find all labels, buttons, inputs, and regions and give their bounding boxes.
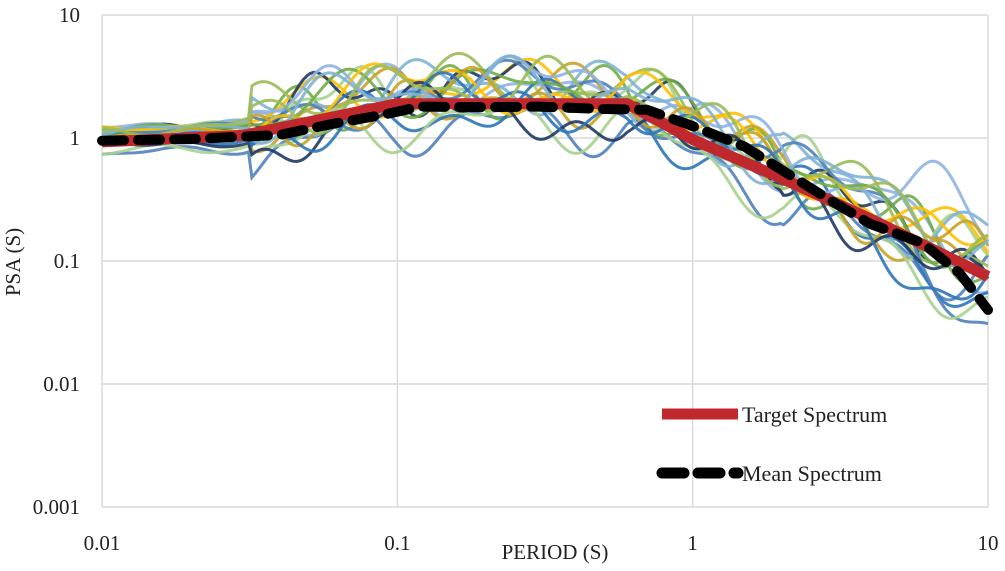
- y-axis-title: PSA (S): [1, 228, 25, 296]
- record-spectrum-line: [101, 80, 990, 280]
- legend-target-label: Target Spectrum: [742, 402, 887, 427]
- ground-motion-records: [101, 51, 990, 326]
- y-tick-label: 0.001: [33, 495, 80, 519]
- x-tick-label: 10: [978, 531, 999, 555]
- x-tick-label: 0.1: [384, 531, 410, 555]
- y-tick-label: 10: [59, 3, 80, 27]
- series-lines: [97, 98, 993, 315]
- x-tick-label: 0.01: [84, 531, 121, 555]
- x-axis-title: PERIOD (S): [502, 540, 609, 564]
- mean-spectrum-line: [97, 101, 993, 315]
- legend-mean-label: Mean Spectrum: [742, 461, 882, 486]
- y-tick-label: 0.1: [54, 249, 80, 273]
- y-tick-label: 1: [70, 126, 81, 150]
- record-spectrum-line: [101, 65, 990, 247]
- y-tick-label: 0.01: [43, 372, 80, 396]
- record-spectrum-line: [101, 54, 989, 265]
- x-tick-label: 1: [687, 531, 698, 555]
- legend: Target Spectrum Mean Spectrum: [656, 402, 887, 486]
